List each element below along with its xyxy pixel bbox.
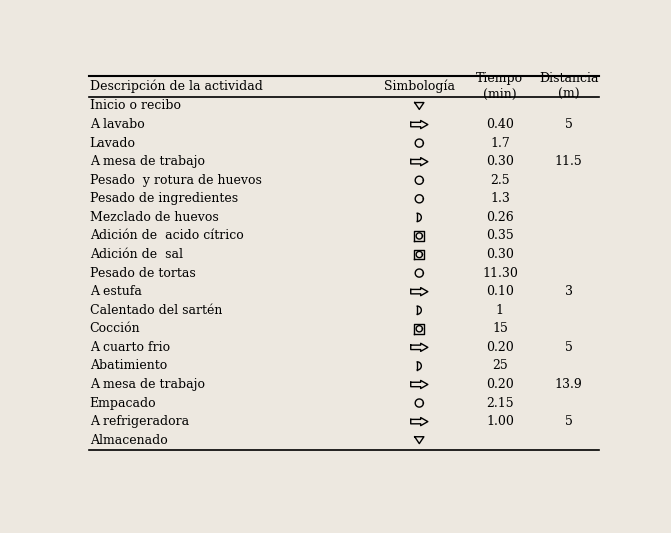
Text: Pesado  y rotura de huevos: Pesado y rotura de huevos — [90, 174, 262, 187]
Text: Pesado de tortas: Pesado de tortas — [90, 266, 195, 280]
Text: Adición de  acido cítrico: Adición de acido cítrico — [90, 229, 244, 243]
Text: 1: 1 — [496, 304, 504, 317]
Text: 13.9: 13.9 — [555, 378, 582, 391]
Text: 0.10: 0.10 — [486, 285, 514, 298]
Text: 5: 5 — [565, 118, 573, 131]
Text: A mesa de trabajo: A mesa de trabajo — [90, 155, 205, 168]
Text: Tiempo
(min): Tiempo (min) — [476, 72, 523, 101]
Text: Almacenado: Almacenado — [90, 434, 167, 447]
Text: Abatimiento: Abatimiento — [90, 359, 167, 373]
Text: 5: 5 — [565, 341, 573, 354]
Text: 2.5: 2.5 — [490, 174, 510, 187]
Text: A refrigeradora: A refrigeradora — [90, 415, 189, 428]
Text: 25: 25 — [492, 359, 508, 373]
Text: Calentado del sartén: Calentado del sartén — [90, 304, 222, 317]
Text: 0.40: 0.40 — [486, 118, 514, 131]
Text: Mezclado de huevos: Mezclado de huevos — [90, 211, 218, 224]
Text: Cocción: Cocción — [90, 322, 140, 335]
Text: 5: 5 — [565, 415, 573, 428]
Text: Adición de  sal: Adición de sal — [90, 248, 183, 261]
Text: 11.30: 11.30 — [482, 266, 518, 280]
Text: 0.26: 0.26 — [486, 211, 514, 224]
Text: 11.5: 11.5 — [555, 155, 582, 168]
Text: A mesa de trabajo: A mesa de trabajo — [90, 378, 205, 391]
Text: 1.3: 1.3 — [490, 192, 510, 205]
Text: A estufa: A estufa — [90, 285, 142, 298]
Text: Distancia
(m): Distancia (m) — [539, 72, 599, 101]
Text: A lavabo: A lavabo — [90, 118, 144, 131]
Text: Descripción de la actividad: Descripción de la actividad — [90, 80, 262, 93]
Text: Inicio o recibo: Inicio o recibo — [90, 100, 180, 112]
Text: 0.20: 0.20 — [486, 378, 514, 391]
Text: A cuarto frio: A cuarto frio — [90, 341, 170, 354]
Text: Simbología: Simbología — [384, 80, 455, 93]
Text: 0.35: 0.35 — [486, 229, 514, 243]
Text: Lavado: Lavado — [90, 136, 136, 150]
Text: 0.20: 0.20 — [486, 341, 514, 354]
Text: 3: 3 — [565, 285, 573, 298]
Text: 1.7: 1.7 — [490, 136, 510, 150]
Text: 1.00: 1.00 — [486, 415, 514, 428]
Text: Empacado: Empacado — [90, 397, 156, 409]
Text: 0.30: 0.30 — [486, 248, 514, 261]
Text: 15: 15 — [492, 322, 508, 335]
Text: Pesado de ingredientes: Pesado de ingredientes — [90, 192, 238, 205]
Text: 2.15: 2.15 — [486, 397, 514, 409]
Text: 0.30: 0.30 — [486, 155, 514, 168]
